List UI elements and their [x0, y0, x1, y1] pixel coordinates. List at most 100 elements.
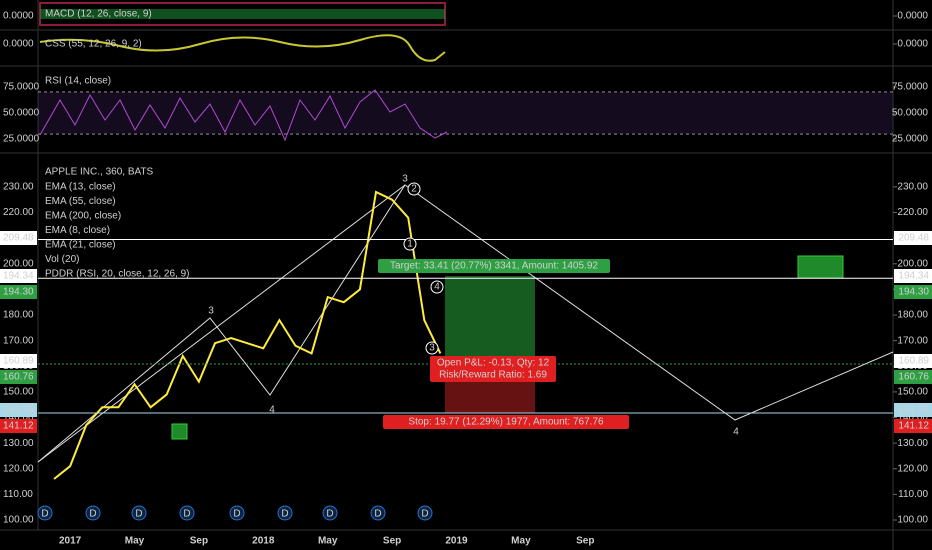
- marker-box: [797, 255, 844, 279]
- annotation: Stop: 19.77 (12.29%) 1977, Amount: 767.7…: [408, 417, 604, 428]
- dividend-marker: [85, 505, 101, 521]
- legend-entry: EMA (21, close): [45, 240, 116, 251]
- dividend-label: D: [281, 509, 288, 520]
- price-label-bg: [0, 403, 37, 417]
- legend-entry: EMA (200, close): [45, 211, 121, 222]
- wave-circle: [430, 280, 444, 294]
- wave-label: 1: [407, 239, 413, 250]
- x-tick-label: 2019: [445, 536, 468, 547]
- y-tick-label: 0.0000: [3, 39, 34, 50]
- annotation: Risk/Reward Ratio: 1.69: [439, 370, 547, 381]
- y-tick-label: 130.00: [3, 438, 34, 449]
- dividend-label: D: [233, 509, 240, 520]
- wave-label: 3: [429, 343, 435, 354]
- price-label: 160.89: [898, 356, 929, 367]
- dividend-marker: [370, 505, 386, 521]
- annotation-bg: [430, 368, 556, 382]
- marker-box: [171, 423, 188, 440]
- y-tick-label: 50.0000: [3, 108, 40, 119]
- dividend-label: D: [135, 509, 142, 520]
- dividend-marker: [229, 505, 245, 521]
- y-tick-label: 100.00: [3, 515, 34, 526]
- y-tick-label: 230.00: [3, 182, 34, 193]
- dividend-marker: [37, 505, 53, 521]
- pane-title: RSI (14, close): [45, 76, 111, 87]
- y-tick-label: 75.0000: [3, 82, 40, 93]
- css-line: [39, 34, 446, 62]
- pane-title: APPLE INC., 360, BATS: [45, 167, 154, 178]
- wave-label: 4: [269, 405, 275, 416]
- y-tick-label: 0.0000: [3, 11, 34, 22]
- y-tick-label: 170.00: [3, 335, 34, 346]
- y-tick-label: 150.00: [897, 387, 928, 398]
- y-tick-label: 110.00: [3, 489, 33, 500]
- x-tick-label: Sep: [190, 536, 208, 547]
- rsi-line: [39, 89, 448, 142]
- price-label-bg: [894, 370, 932, 384]
- legend-entry: EMA (13, close): [45, 182, 116, 193]
- annotation: Open P&L: -0.13, Qty: 12: [437, 358, 550, 369]
- x-tick-label: Sep: [576, 536, 594, 547]
- annotation-bg: [383, 415, 629, 429]
- wave-circle: [403, 237, 417, 251]
- wave-line: [37, 184, 894, 463]
- price-label: 194.34: [898, 271, 929, 282]
- x-tick-label: May: [511, 536, 531, 547]
- y-tick-label: 220.00: [3, 207, 34, 218]
- rsi-band: [38, 92, 893, 134]
- wave-line: [37, 184, 406, 463]
- price-label-bg: [0, 269, 37, 283]
- price-label: 194.30: [3, 287, 34, 298]
- price-label: 141.75: [3, 405, 34, 416]
- x-tick-label: May: [318, 536, 338, 547]
- dividend-marker: [131, 505, 147, 521]
- dividend-marker: [179, 505, 195, 521]
- wave-circle: [407, 182, 421, 196]
- price-label-bg: [894, 403, 932, 417]
- legend-entry: Vol (20): [45, 254, 79, 265]
- dividend-label: D: [89, 509, 96, 520]
- y-tick-label: 180.00: [897, 310, 928, 321]
- legend-entry: PDDR (RSI, 20, close, 12, 26, 9): [45, 269, 190, 280]
- price-label: 194.34: [3, 271, 34, 282]
- pane-title: MACD (12, 26, close, 9): [45, 9, 152, 20]
- y-tick-label: 100.00: [897, 515, 928, 526]
- price-label-bg: [894, 419, 932, 433]
- y-tick-label: 25.0000: [892, 134, 929, 145]
- price-label: 160.76: [898, 372, 929, 383]
- y-tick-label: 120.00: [897, 463, 928, 474]
- price-label-bg: [0, 354, 37, 368]
- price-label-bg: [0, 370, 37, 384]
- price-label: 160.89: [3, 356, 34, 367]
- price-label: 141.75: [898, 405, 929, 416]
- dividend-label: D: [41, 509, 48, 520]
- dividend-marker: [417, 505, 433, 521]
- y-tick-label: 0.0000: [897, 39, 928, 50]
- price-label: 141.12: [3, 421, 34, 432]
- price-label: 160.76: [3, 372, 34, 383]
- wave-label: 4: [434, 282, 440, 293]
- y-tick-label: 140.00: [3, 412, 34, 423]
- y-tick-label: 25.0000: [3, 134, 40, 145]
- y-tick-label: 140.00: [897, 412, 928, 423]
- price-label-bg: [894, 285, 932, 299]
- y-tick-label: 130.00: [897, 438, 928, 449]
- target-zone: [445, 276, 535, 360]
- price-label: 209.48: [3, 233, 34, 244]
- y-tick-label: 230.00: [897, 182, 928, 193]
- x-tick-label: May: [125, 536, 145, 547]
- y-tick-label: 220.00: [897, 207, 928, 218]
- wave-label: 3: [402, 174, 408, 185]
- annotation: Target: 33.41 (20.77%) 3341, Amount: 140…: [390, 261, 598, 272]
- price-label: 194.30: [898, 287, 929, 298]
- y-tick-label: 75.0000: [892, 82, 929, 93]
- price-label: 141.12: [898, 421, 929, 432]
- price-label-bg: [0, 419, 37, 433]
- price-label: 209.48: [898, 233, 929, 244]
- dividend-label: D: [183, 509, 190, 520]
- dividend-label: D: [421, 509, 428, 520]
- price-label-bg: [0, 231, 37, 245]
- price-label-bg: [894, 231, 932, 245]
- dividend-label: D: [374, 509, 381, 520]
